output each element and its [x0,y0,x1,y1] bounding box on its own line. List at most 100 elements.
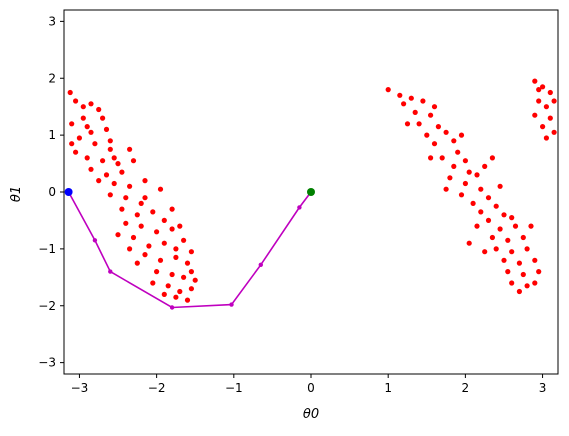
obstacle-point [532,78,538,84]
obstacle-point [92,141,98,147]
obstacle-point [385,87,391,93]
y-tick-label: −2 [38,299,56,313]
obstacle-point [181,274,187,280]
obstacle-point [161,291,167,297]
obstacle-point [458,132,465,138]
obstacle-point [169,271,175,278]
y-tick-label: 1 [48,128,56,142]
obstacle-point [157,186,164,192]
endpoints [64,188,315,196]
obstacle-point [69,141,75,147]
x-tick-label: −1 [225,381,243,395]
obstacle-point [73,149,79,155]
obstacle-point [543,135,550,141]
obstacle-point [505,269,511,275]
obstacle-point [551,129,557,135]
obstacle-point [435,124,441,130]
obstacle-point [173,246,179,252]
obstacle-point [482,163,488,169]
x-tick-label: −2 [148,381,166,395]
obstacle-point [536,87,542,93]
obstacle-point [84,124,90,130]
obstacle-point [474,223,480,229]
path-node [92,238,98,243]
path-node [258,262,263,267]
obstacle-point [524,283,530,289]
obstacle-point [173,294,179,300]
y-tick-label: 3 [48,14,56,28]
obstacle-point [466,169,472,175]
obstacle-point [493,203,499,209]
obstacle-point [177,223,183,229]
obstacle-point [520,271,526,278]
obstacle-point [173,254,179,260]
obstacle-point [428,155,434,161]
obstacle-point [547,115,553,121]
obstacle-point [462,180,468,187]
obstacle-point [497,226,503,232]
obstacle-point [466,240,472,246]
obstacle-point [509,215,515,221]
obstacle-point [88,129,94,135]
obstacle-point [127,146,133,152]
obstacle-point [134,212,140,218]
obstacle-point [130,234,137,241]
path-node [229,302,234,307]
obstacle-point [76,135,82,141]
start-point [64,188,73,196]
obstacle-point [443,186,449,192]
obstacle-point [520,234,526,241]
obstacle-point [501,257,507,263]
obstacle-point [474,172,480,178]
obstacle-point [123,220,129,226]
obstacle-point [69,121,75,127]
obstacle-point [416,121,422,127]
obstacle-point [470,200,476,206]
obstacle-point [127,183,133,189]
obstacle-point [462,158,468,164]
obstacle-point [489,155,495,161]
obstacle-point [107,192,113,198]
obstacle-point [547,89,553,96]
obstacle-point [96,178,102,184]
obstacle-point [489,234,495,241]
y-ticks: −3 −2 −1 0 1 2 3 [38,14,64,370]
obstacle-point [485,195,492,201]
obstacle-point [100,115,106,121]
obstacle-point [524,246,530,252]
obstacle-point [161,217,167,223]
obstacle-point [150,280,156,286]
x-tick-label: 1 [384,381,392,395]
obstacle-point [505,237,511,243]
obstacle-point [478,209,484,215]
obstacle-point [103,126,110,132]
obstacle-point [127,246,133,252]
obstacle-point [154,229,160,235]
obstacle-point [134,260,140,266]
obstacle-point [88,101,94,107]
obstacle-point [497,183,503,189]
obstacle-point [165,283,171,289]
obstacle-point [431,104,438,110]
obstacle-point [509,249,515,255]
obstacle-point [184,297,191,303]
obstacle-point [543,104,550,110]
goal-point [307,188,315,196]
obstacle-point [111,155,117,161]
obstacle-point [516,260,523,266]
obstacle-point [157,257,164,263]
obstacle-point [451,163,457,169]
obstacle-point [181,237,187,243]
obstacle-point [501,212,507,218]
x-tick-label: 3 [539,381,547,395]
obstacle-point [80,115,86,121]
obstacle-point [130,158,137,164]
obstacle-point [451,138,457,144]
obstacle-point [111,180,117,187]
path-line [67,191,312,309]
x-tick-label: −3 [71,381,89,395]
obstacle-point [509,280,515,286]
y-tick-label: −3 [38,356,56,370]
obstacle-point [107,146,113,152]
